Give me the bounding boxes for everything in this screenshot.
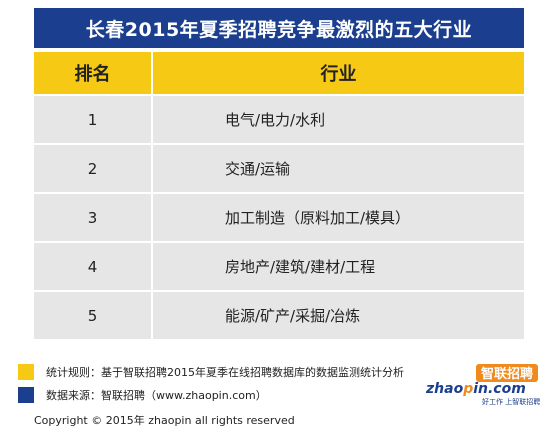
legend-source: 数据来源：智联招聘（www.zhaopin.com） [18,387,267,403]
blue-swatch [18,387,34,403]
table-header: 排名 行业 [34,52,524,94]
rank-cell: 1 [34,96,153,143]
header-industry: 行业 [320,64,357,85]
ranking-table: 排名 行业 1 电气/电力/水利 2 交通/运输 3 加工制造（原料加工/模具）… [34,52,524,339]
legend-rule-text: 统计规则：基于智联招聘2015年夏季在线招聘数据库的数据监测统计分析 [46,366,404,379]
legend-source-text: 数据来源：智联招聘（www.zhaopin.com） [46,389,267,402]
industry-cell: 电气/电力/水利 [225,111,326,129]
industry-cell: 加工制造（原料加工/模具） [225,209,411,227]
yellow-swatch [18,364,34,380]
zhaopin-logo: 智联招聘 zhaopin.com 好工作 上智联招聘 [425,364,540,406]
table-row: 4 房地产/建筑/建材/工程 [34,243,524,290]
industry-cell: 能源/矿产/采掘/冶炼 [225,307,361,325]
rank-cell: 5 [34,292,153,339]
rank-cell: 4 [34,243,153,290]
rank-cell: 3 [34,194,153,241]
legend-rule: 统计规则：基于智联招聘2015年夏季在线招聘数据库的数据监测统计分析 [18,364,404,380]
logo-badge [476,364,538,382]
logo-cn-text: 智联招聘 [481,366,533,382]
header-rank: 排名 [34,52,153,94]
chart-title: 长春2015年夏季招聘竞争最激烈的五大行业 [34,8,524,48]
copyright-text: Copyright © 2015年 zhaopin all rights res… [34,414,295,427]
industry-cell: 交通/运输 [225,160,291,178]
industry-cell: 房地产/建筑/建材/工程 [225,258,376,276]
table-row: 2 交通/运输 [34,145,524,192]
table-row: 5 能源/矿产/采掘/冶炼 [34,292,524,339]
table-row: 1 电气/电力/水利 [34,96,524,143]
rank-cell: 2 [34,145,153,192]
logo-en-text: zhaopin.com [425,381,526,397]
logo-slogan: 好工作 上智联招聘 [482,397,540,406]
table-row: 3 加工制造（原料加工/模具） [34,194,524,241]
